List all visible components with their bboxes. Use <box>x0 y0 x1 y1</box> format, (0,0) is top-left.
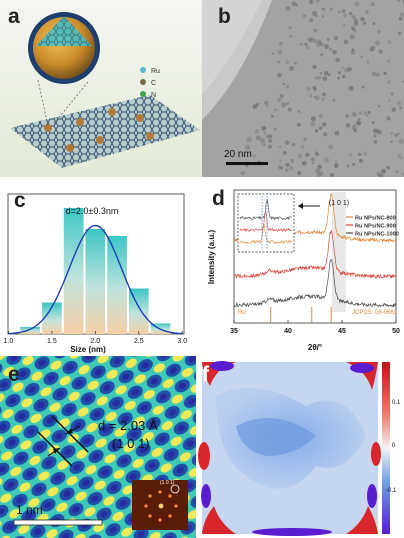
xrd-series-line <box>233 229 397 279</box>
legend-item: Ru NPs/NC-900 <box>355 224 396 230</box>
legend-item: Ru <box>140 66 160 78</box>
arrow-icon <box>66 428 73 434</box>
scale-bar-label: 20 nm <box>224 149 252 160</box>
histogram-bar <box>42 302 62 334</box>
colorbar-tick: 0.1 <box>392 400 401 406</box>
x-tick-label: 1.0 <box>4 338 14 345</box>
panel-label: d <box>212 187 225 210</box>
size-annotation: d=2.0±0.3nm <box>66 206 119 216</box>
hrtem-image <box>0 356 196 538</box>
plot-frame <box>233 189 397 324</box>
y-axis-label: Intensity (a.u.) <box>207 230 216 285</box>
panel-c: 1.0 1.5 2.0 2.5 3.0 Size (nm) d=2.0±0.3nm c <box>0 182 202 355</box>
scale-bar <box>13 519 103 526</box>
x-tick-label: 2.0 <box>90 338 100 345</box>
histogram-bar <box>20 327 41 334</box>
histogram-bar <box>85 229 106 334</box>
x-tick-label: 1.5 <box>47 338 57 345</box>
legend: Ru C N <box>140 66 160 102</box>
panel-label: f <box>202 363 209 386</box>
tem-image <box>202 0 404 177</box>
strain-edges-neg <box>201 361 377 536</box>
panel-label: c <box>14 189 26 212</box>
fft-spots <box>144 490 178 522</box>
histogram-bar <box>107 236 127 334</box>
peak-label: (1 0 1) <box>329 200 349 207</box>
histogram-bar <box>63 208 84 334</box>
x-tick-label: 45 <box>338 328 346 335</box>
legend: Ru NPs/NC-800 Ru NPs/NC-900 Ru NPs/NC-10… <box>346 216 399 238</box>
plane-label: (1 0 1) <box>112 436 150 451</box>
x-tick-label: 2.5 <box>134 338 144 345</box>
nc-sheet-lattice <box>10 95 200 168</box>
colorbar <box>382 362 390 534</box>
x-axis-label: 2θ/° <box>308 343 322 352</box>
graphene-illustration <box>10 12 200 168</box>
panel-d: 35 40 45 50 (1 0 1) Ru NPs/NC-800 Ru NPs/NC… <box>202 182 404 355</box>
legend-item: Ru NPs/NC-1000 <box>355 232 399 238</box>
ref-name: Ru <box>238 310 246 316</box>
n-dot-icon <box>140 91 146 97</box>
colorbar-tick: 0 <box>392 443 396 449</box>
xrd-chart: 35 40 45 50 (1 0 1) Ru NPs/NC-800 Ru NPs/NC… <box>207 189 400 352</box>
panel-e: e d = 2.03 Å (1 0 1) 1 nm (1 0 1) <box>0 356 196 538</box>
panel-b: b 20 nm <box>202 0 404 177</box>
xrd-series-line <box>233 258 397 308</box>
arrow-icon <box>298 203 303 209</box>
d-spacing-label: d = 2.03 Å <box>98 418 158 433</box>
panel-a: a Ru C N <box>0 0 202 177</box>
fft-label: (1 0 1) <box>160 480 175 486</box>
x-tick-label: 40 <box>284 328 292 335</box>
ru-nanoparticle-core <box>33 17 95 79</box>
colorbar-tick: -0.1 <box>386 488 397 494</box>
c-dot-icon <box>140 79 146 85</box>
panel-f: f 0.1 0 -0.1 <box>196 356 404 538</box>
gaussian-fit <box>8 224 183 335</box>
histogram-bar <box>128 288 149 334</box>
ru-dot-icon <box>140 67 146 73</box>
ref-card: JCPDS: 06-0663 <box>352 310 398 316</box>
scale-bar-label: 1 nm <box>16 503 43 517</box>
x-tick-label: 50 <box>392 328 400 335</box>
x-tick-label: 35 <box>230 328 238 335</box>
panel-label: a <box>8 5 20 28</box>
scale-bar <box>226 162 268 165</box>
x-tick-label: 3.0 <box>177 338 187 345</box>
legend-item: Ru NPs/NC-800 <box>355 216 396 222</box>
legend-item: C <box>140 78 160 90</box>
panel-label: b <box>218 5 231 28</box>
strain-map <box>198 361 390 536</box>
ru-particles-on-sheet <box>44 108 154 152</box>
x-axis-label: Size (nm) <box>70 345 106 354</box>
panel-label: e <box>8 363 20 386</box>
legend-item: N <box>140 90 160 102</box>
arrow-icon <box>53 448 60 454</box>
size-histogram: 1.0 1.5 2.0 2.5 3.0 Size (nm) d=2.0±0.3nm <box>4 193 187 354</box>
